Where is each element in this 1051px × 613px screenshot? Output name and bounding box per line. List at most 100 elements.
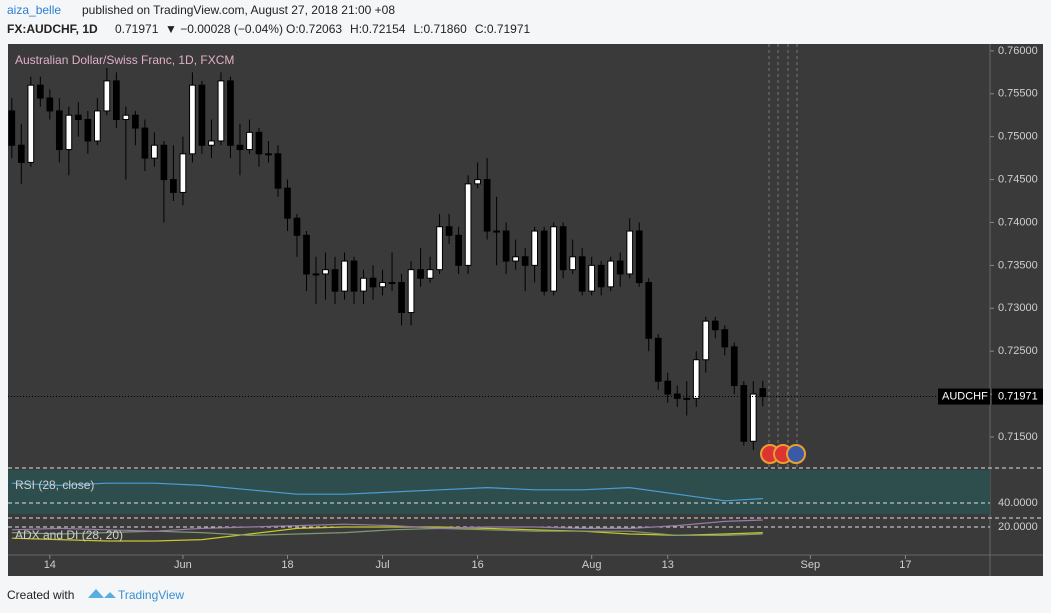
created-with: Created with: [7, 588, 74, 602]
candle-body: [255, 131, 263, 155]
candle-body: [607, 260, 615, 288]
x-tick-label: Jun: [174, 559, 192, 571]
candle-body: [645, 282, 653, 339]
candle-body: [8, 110, 16, 146]
candle-body: [312, 273, 320, 276]
candle-body: [151, 144, 158, 159]
candle-body: [379, 282, 386, 288]
price-tag: 0.71971: [998, 390, 1038, 402]
candle-body: [683, 397, 691, 400]
candle-body: [569, 256, 577, 271]
candle-body: [208, 140, 215, 146]
y-tick-label: 0.71500: [998, 431, 1038, 443]
indicator-line: [11, 527, 763, 537]
x-tick-label: 13: [662, 559, 674, 571]
candle-body: [464, 183, 472, 266]
indicator-line: [11, 519, 763, 532]
x-tick-label: Aug: [582, 559, 602, 571]
candle-body: [236, 144, 244, 151]
chart-title: Australian Dollar/Swiss Franc, 1D, FXCM: [15, 53, 234, 67]
ohlc-value: C:0.71971: [475, 22, 531, 36]
candle-body: [616, 260, 624, 275]
candle-body: [179, 153, 187, 193]
candle-body: [331, 269, 339, 292]
candle-body: [445, 226, 453, 236]
candle-body: [759, 388, 767, 398]
candle-body: [730, 346, 738, 386]
candle-body: [36, 84, 44, 99]
candle-body: [132, 114, 139, 129]
y-tick-label: 0.76000: [998, 45, 1038, 57]
published: published on TradingView.com, August 27,…: [82, 3, 395, 17]
symbol: FX:AUDCHF, 1D: [7, 22, 98, 36]
ohlc-value: O:0.72063: [286, 22, 342, 36]
rsi-band: [8, 470, 990, 514]
candle-body: [113, 80, 120, 121]
candle-body: [170, 179, 177, 193]
indicator-line: [11, 526, 763, 542]
candle-body: [84, 119, 92, 142]
event-icons[interactable]: [760, 444, 806, 464]
symbol-tag: AUDCHF: [942, 390, 988, 402]
candle-body: [198, 84, 206, 146]
y-tick-label: 0.74000: [998, 216, 1038, 228]
candle-body: [426, 269, 434, 279]
candle-body: [455, 234, 462, 266]
event-icon[interactable]: [786, 444, 806, 464]
candle-body: [398, 282, 405, 314]
candle-body: [17, 144, 25, 163]
price-tag-bg: [992, 388, 1043, 405]
candle-body: [711, 320, 719, 331]
candle-body: [664, 380, 672, 395]
y-tick-label: 0.75000: [998, 131, 1038, 143]
candle-body: [588, 264, 596, 292]
candle-body: [284, 187, 291, 219]
change: ▼ −0.00028 (−0.04%): [165, 22, 283, 36]
candle-body: [141, 127, 149, 159]
indicator-title: RSI (28, close): [15, 478, 94, 492]
candle-body: [27, 84, 35, 163]
last-price: 0.71971: [115, 22, 159, 36]
candle-body: [265, 153, 272, 156]
candle-body: [597, 264, 605, 288]
candle-body: [740, 384, 748, 442]
candle-body: [502, 230, 510, 262]
y-tick-label: 0.74500: [998, 173, 1038, 185]
candle-body: [227, 80, 234, 146]
x-tick-label: 14: [44, 559, 56, 571]
candle-body: [540, 230, 548, 292]
candle-body: [341, 260, 348, 292]
author[interactable]: aiza_belle: [7, 3, 61, 17]
indicator-line: [11, 482, 763, 502]
brand-logo: [88, 589, 116, 598]
candle-body: [407, 269, 415, 314]
x-tick-label: Jul: [376, 559, 390, 571]
y-tick-label: 40.0000: [998, 497, 1038, 509]
candle-body: [122, 114, 130, 121]
candle-body: [749, 393, 757, 442]
x-tick-label: 16: [471, 559, 483, 571]
candle-body: [74, 114, 82, 121]
candle-body: [160, 144, 168, 181]
x-tick-label: 18: [281, 559, 293, 571]
y-tick-label: 0.73000: [998, 302, 1038, 314]
candle-body: [512, 256, 519, 262]
candle-body: [293, 217, 301, 236]
candle-body: [531, 230, 539, 266]
indicator-title: ADX and DI (28, 20): [15, 528, 123, 542]
candle-body: [246, 131, 253, 151]
candle-body: [483, 179, 491, 232]
brand[interactable]: TradingView: [118, 588, 184, 602]
candle-body: [274, 153, 282, 189]
x-tick-label: Sep: [801, 559, 821, 571]
candle-body: [436, 226, 443, 271]
ohlc-value: L:0.71860: [413, 22, 467, 36]
candle-body: [46, 97, 54, 112]
candle-body: [493, 230, 500, 233]
candle-body: [94, 110, 101, 142]
candle-body: [103, 80, 111, 112]
candle-body: [550, 226, 558, 292]
candle-body: [559, 226, 567, 271]
